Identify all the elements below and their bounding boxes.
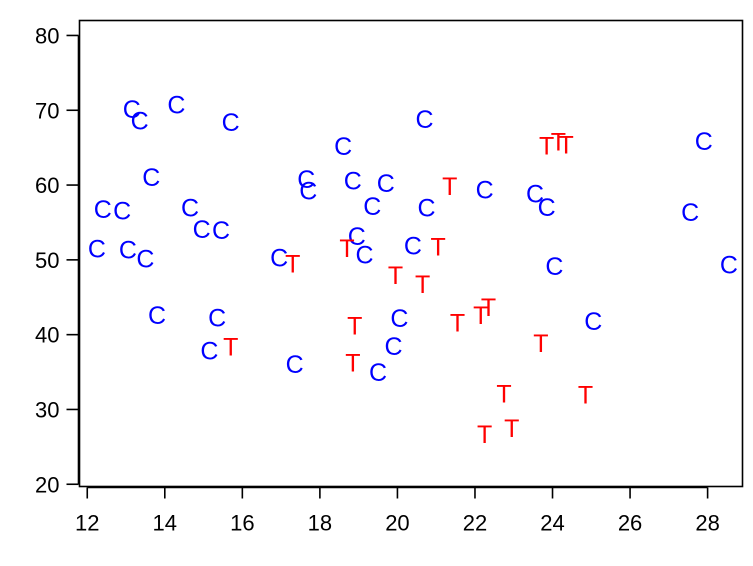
data-point-c: C [297, 166, 315, 194]
data-point-c: C [270, 245, 288, 273]
data-point-t: T [539, 132, 554, 160]
data-point-c: C [208, 304, 226, 332]
data-point-c: C [545, 253, 563, 281]
data-point-t: T [496, 381, 511, 409]
y-axis: 20 30 40 50 60 70 80 [35, 23, 80, 497]
data-point-c: C [136, 245, 154, 273]
y-tick-label: 70 [35, 98, 59, 123]
data-point-c: C [348, 223, 366, 251]
data-point-c: C [355, 242, 373, 270]
data-point-t: T [450, 310, 465, 338]
data-point-c: C [286, 351, 304, 379]
data-point-t: T [473, 302, 488, 330]
data-point-c: C [113, 197, 131, 225]
y-tick-label: 40 [35, 323, 59, 348]
data-point-c: C [131, 108, 149, 136]
data-point-c: C [417, 194, 435, 222]
data-point-t: T [442, 173, 457, 201]
y-tick-label: 50 [35, 248, 59, 273]
data-point-c: C [212, 217, 230, 245]
data-point-c: C [193, 216, 211, 244]
data-point-c: C [377, 170, 395, 198]
data-point-c: C [123, 96, 141, 124]
data-point-t: T [415, 271, 430, 299]
data-point-c: C [88, 236, 106, 264]
x-tick-label: 16 [230, 511, 254, 536]
data-point-c: C [390, 305, 408, 333]
x-axis: 12 14 16 18 20 22 24 26 28 [75, 486, 720, 536]
data-point-t: T [430, 233, 445, 261]
y-tick-label: 20 [35, 472, 59, 497]
data-point-c: C [200, 337, 218, 365]
data-point-c: C [222, 109, 240, 137]
data-point-t: T [481, 294, 496, 322]
x-tick-label: 28 [695, 511, 719, 536]
y-tick-label: 80 [35, 23, 59, 48]
data-point-c: C [385, 333, 403, 361]
data-point-t: T [345, 349, 360, 377]
data-point-c: C [167, 91, 185, 119]
data-point-t: T [558, 132, 573, 160]
data-point-c: C [142, 164, 160, 192]
data-point-c: C [148, 302, 166, 330]
plot-frame [78, 19, 744, 488]
data-point-t: T [533, 330, 548, 358]
data-point-t: T [477, 421, 492, 449]
data-point-c: C [720, 251, 738, 279]
data-point-c: C [119, 236, 137, 264]
data-point-c: C [695, 128, 713, 156]
data-point-t: T [578, 381, 593, 409]
data-point-c: C [584, 308, 602, 336]
data-point-t: T [285, 251, 300, 279]
data-point-c: C [344, 168, 362, 196]
data-point-t: T [388, 262, 403, 290]
x-tick-label: 18 [308, 511, 332, 536]
data-point-c: C [681, 199, 699, 227]
x-tick-label: 12 [75, 511, 99, 536]
x-tick-label: 14 [153, 511, 177, 536]
data-point-c: C [416, 106, 434, 134]
data-point-c: C [476, 177, 494, 205]
x-tick-label: 22 [463, 511, 487, 536]
data-point-c: C [334, 133, 352, 161]
data-point-c: C [369, 359, 387, 387]
y-tick-label: 60 [35, 173, 59, 198]
x-tick-label: 24 [540, 511, 564, 536]
x-tick-label: 26 [618, 511, 642, 536]
data-point-c: C [363, 193, 381, 221]
data-point-t: T [504, 415, 519, 443]
data-point-c: C [299, 177, 317, 205]
x-tick-label: 20 [385, 511, 409, 536]
data-point-c: C [526, 180, 544, 208]
data-point-c: C [94, 196, 112, 224]
data-point-c: C [404, 233, 422, 261]
data-point-t: T [223, 334, 238, 362]
data-point-c: C [538, 194, 556, 222]
data-point-t: T [551, 129, 566, 157]
data-point-t: T [347, 313, 362, 341]
data-point-c: C [181, 194, 199, 222]
y-tick-label: 30 [35, 397, 59, 422]
data-point-t: T [339, 235, 354, 263]
